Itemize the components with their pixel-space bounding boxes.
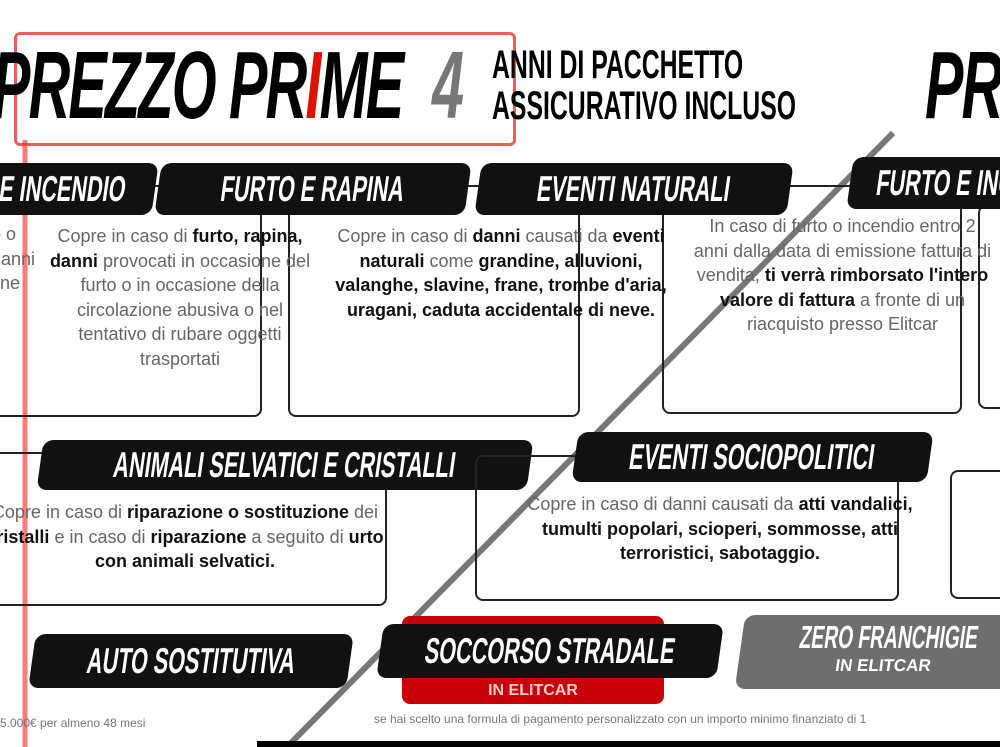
card-text: Copre in caso di riparazione o sostituzi…	[0, 500, 390, 574]
title-line2: ASSICURATIVO INCLUSO	[492, 84, 797, 128]
title-number: 4	[432, 32, 464, 139]
text-segment: In caso di furto o incendio entro 2 anni…	[693, 216, 992, 285]
highlight-text: danni	[472, 226, 521, 246]
auto-sostitutiva-label: AUTO SOSTITUTIVA	[28, 634, 354, 688]
text-segment: Copre in caso di	[337, 226, 473, 246]
title-frame	[14, 32, 516, 146]
zero-franchigie-badge: ZERO FRANCHIGIE IN ELITCAR	[734, 615, 1000, 689]
title-prezzo-prime: PREZZO PRIME	[0, 32, 404, 139]
highlight-text: urto con animali selvatici.	[94, 526, 384, 572]
text-segment: dei	[349, 502, 379, 522]
card-box	[662, 185, 962, 414]
footnote-left: 5.000€ per almeno 48 mesi	[0, 716, 146, 730]
text-segment: Copre in caso di danni causati da	[527, 494, 799, 514]
highlight-text: cristalli	[0, 526, 50, 547]
text-segment: come	[424, 250, 479, 271]
card-title: EVENTI NATURALI	[474, 163, 794, 215]
highlight-text: riparazione o sostituzione	[127, 502, 350, 522]
bottom-rule	[257, 741, 1000, 747]
text-segment: e in caso di	[49, 526, 151, 547]
text-segment: provocati in occasione del furto o in oc…	[76, 250, 311, 369]
card-title: ANIMALI SELVATICI E CRISTALLI	[36, 440, 534, 490]
card-text: Copre in caso di danni causati da atti v…	[495, 492, 945, 566]
highlight-text: atti vandalici, tumulti popolari, sciope…	[541, 494, 913, 563]
highlight-text: eventi naturali	[359, 226, 665, 271]
highlight-text: furto, rapina, danni	[49, 226, 303, 271]
text-segment: a fronte di un riacquisto presso Elitcar	[746, 289, 966, 335]
title-line1: ANNI DI PACCHETTO	[492, 43, 744, 87]
highlight-text: ti verrà rimborsato l'intero valore di f…	[719, 265, 989, 310]
text-segment: causati da	[520, 226, 613, 246]
text-segment: a seguito di	[246, 526, 349, 547]
soccorso-stradale-label: SOCCORSO STRADALE	[376, 624, 724, 678]
card-box	[950, 470, 1000, 599]
card-text: Copre in caso di furto, rapina, danni pr…	[44, 224, 316, 371]
highlight-text: grandine, alluvioni, valanghe, slavine, …	[335, 250, 667, 320]
card-title: FURTO E INCENDIO	[846, 157, 1000, 209]
card-text: In caso di furto o incendio entro 2 anni…	[690, 214, 995, 337]
highlight-text: riparazione	[150, 526, 247, 547]
right-title: PR	[925, 32, 1000, 139]
card-title: FURTO E INCENDIO	[0, 163, 159, 215]
text-segment: Copre in caso di	[57, 226, 193, 246]
footnote-right: se hai scelto una formula di pagamento p…	[374, 712, 867, 726]
text-segment: Copre in caso di	[0, 502, 127, 522]
card-text: Copre in caso di danni causati da eventi…	[322, 224, 680, 322]
card-title: EVENTI SOCIOPOLITICI	[571, 432, 934, 482]
card-text: to o2 anniione	[0, 224, 36, 293]
card-title: FURTO E RAPINA	[154, 163, 472, 215]
